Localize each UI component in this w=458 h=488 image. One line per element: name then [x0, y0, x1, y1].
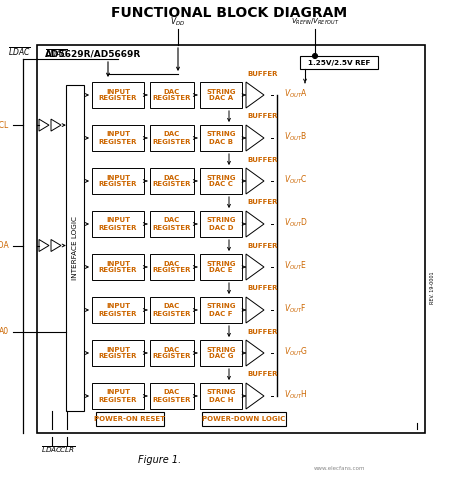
Text: $V_{DD}$: $V_{DD}$ [170, 16, 185, 28]
Text: DAC
REGISTER: DAC REGISTER [153, 261, 191, 273]
Text: INPUT
REGISTER: INPUT REGISTER [99, 304, 137, 317]
Bar [150, 168, 194, 194]
Bar [150, 383, 194, 409]
Bar [150, 254, 194, 280]
Bar [150, 211, 194, 237]
Text: DAC
REGISTER: DAC REGISTER [153, 175, 191, 187]
Bar [200, 297, 242, 323]
Text: BUFFER: BUFFER [248, 114, 278, 120]
Text: DAC
REGISTER: DAC REGISTER [153, 304, 191, 317]
Bar [92, 340, 144, 366]
Text: $V_{OUT}$A: $V_{OUT}$A [284, 88, 308, 100]
Bar [92, 254, 144, 280]
Text: BUFFER: BUFFER [248, 371, 278, 378]
Text: $\overline{CLR}$: $\overline{CLR}$ [59, 445, 75, 455]
Bar [92, 125, 144, 151]
Bar [200, 125, 242, 151]
Text: STRING
DAC D: STRING DAC D [206, 218, 236, 230]
Text: DAC
REGISTER: DAC REGISTER [153, 131, 191, 144]
Text: INPUT
REGISTER: INPUT REGISTER [99, 218, 137, 230]
Text: BUFFER: BUFFER [248, 71, 278, 77]
Bar [150, 340, 194, 366]
Bar [92, 297, 144, 323]
Bar [200, 254, 242, 280]
Text: BUFFER: BUFFER [248, 328, 278, 334]
Text: INPUT
REGISTER: INPUT REGISTER [99, 131, 137, 144]
Text: A0: A0 [0, 327, 9, 336]
Text: $V_{OUT}$E: $V_{OUT}$E [284, 260, 307, 272]
Bar [150, 125, 194, 151]
Text: STRING
DAC G: STRING DAC G [206, 346, 236, 360]
Bar [96, 412, 164, 426]
Bar [150, 82, 194, 108]
Text: FUNCTIONAL BLOCK DIAGRAM: FUNCTIONAL BLOCK DIAGRAM [111, 6, 347, 20]
Text: Figure 1.: Figure 1. [138, 455, 182, 465]
Text: STRING
DAC F: STRING DAC F [206, 304, 236, 317]
Text: STRING
DAC C: STRING DAC C [206, 175, 236, 187]
Text: POWER-ON RESET: POWER-ON RESET [94, 416, 165, 422]
Text: INPUT
REGISTER: INPUT REGISTER [99, 175, 137, 187]
Text: STRING
DAC E: STRING DAC E [206, 261, 236, 273]
Text: INPUT
REGISTER: INPUT REGISTER [99, 346, 137, 360]
Bar [200, 211, 242, 237]
Text: DAC
REGISTER: DAC REGISTER [153, 389, 191, 403]
Bar [92, 383, 144, 409]
Text: DAC
REGISTER: DAC REGISTER [153, 88, 191, 102]
Circle shape [312, 54, 317, 59]
Text: INPUT
REGISTER: INPUT REGISTER [99, 389, 137, 403]
Text: $V_{OUT}$B: $V_{OUT}$B [284, 131, 307, 143]
Text: INPUT
REGISTER: INPUT REGISTER [99, 88, 137, 102]
Bar [92, 168, 144, 194]
Bar [92, 82, 144, 108]
Bar [202, 412, 286, 426]
Bar [66, 85, 84, 411]
Bar [300, 56, 378, 69]
Text: SDA: SDA [0, 241, 9, 250]
Text: STRING
DAC B: STRING DAC B [206, 131, 236, 144]
Text: $\overline{LDAC}$: $\overline{LDAC}$ [41, 445, 63, 455]
Text: www.elecfans.com: www.elecfans.com [314, 466, 366, 470]
Text: DAC
REGISTER: DAC REGISTER [153, 218, 191, 230]
Bar [150, 297, 194, 323]
Text: STRING
DAC A: STRING DAC A [206, 88, 236, 102]
Bar [200, 340, 242, 366]
Text: $\overline{LDAC}$: $\overline{LDAC}$ [45, 48, 68, 60]
Text: BUFFER: BUFFER [248, 157, 278, 163]
Text: REV. 19-0001: REV. 19-0001 [430, 272, 435, 305]
Text: AD5629R/AD5669R: AD5629R/AD5669R [45, 49, 141, 59]
Text: $V_{OUT}$D: $V_{OUT}$D [284, 217, 308, 229]
Text: BUFFER: BUFFER [248, 200, 278, 205]
Text: $V_{REFIN}$/$V_{REFOUT}$: $V_{REFIN}$/$V_{REFOUT}$ [291, 17, 339, 27]
Text: $\overline{LDAC}$: $\overline{LDAC}$ [8, 46, 30, 58]
Text: BUFFER: BUFFER [248, 285, 278, 291]
Bar [200, 82, 242, 108]
Text: BUFFER: BUFFER [248, 243, 278, 248]
Bar [92, 211, 144, 237]
Text: STRING
DAC H: STRING DAC H [206, 389, 236, 403]
Text: $V_{OUT}$G: $V_{OUT}$G [284, 346, 308, 358]
Text: DAC
REGISTER: DAC REGISTER [153, 346, 191, 360]
Text: $V_{OUT}$H: $V_{OUT}$H [284, 389, 308, 401]
Bar [200, 383, 242, 409]
Text: POWER-DOWN LOGIC: POWER-DOWN LOGIC [202, 416, 286, 422]
Text: INTERFACE LOGIC: INTERFACE LOGIC [72, 216, 78, 280]
Text: $V_{OUT}$C: $V_{OUT}$C [284, 174, 308, 186]
Text: 1.25V/2.5V REF: 1.25V/2.5V REF [308, 60, 370, 65]
Text: INPUT
REGISTER: INPUT REGISTER [99, 261, 137, 273]
Text: $V_{OUT}$F: $V_{OUT}$F [284, 303, 307, 315]
Bar [37, 45, 425, 433]
Bar [200, 168, 242, 194]
Text: SCL: SCL [0, 121, 9, 130]
